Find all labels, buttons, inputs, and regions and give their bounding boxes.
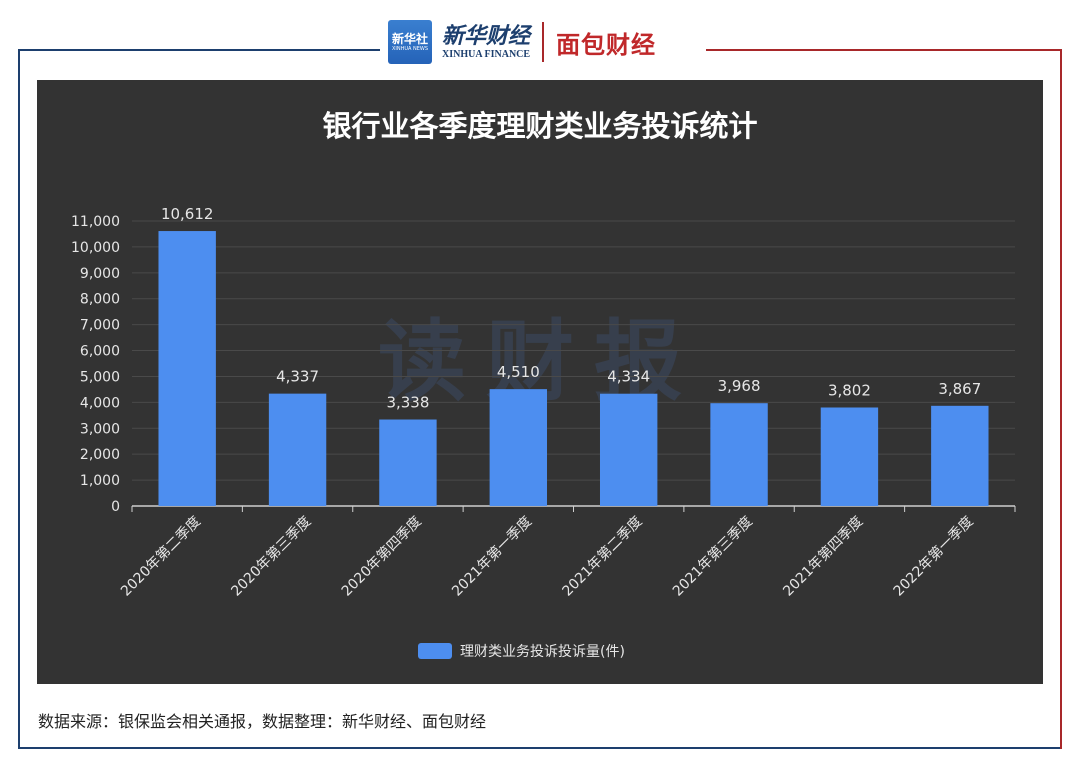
y-tick-label: 9,000 [80,266,120,282]
frame-bottom-border [18,747,1062,749]
data-label: 3,338 [386,394,429,412]
y-tick-label: 7,000 [80,318,120,334]
frame-top-right-border [706,49,1062,51]
bar[interactable] [268,393,327,506]
xinhua-badge-text: 新华社 [391,32,428,46]
data-label: 4,510 [497,363,540,381]
y-tick-label: 8,000 [80,292,120,308]
legend[interactable]: 理财类业务投诉投诉量(件) [418,643,625,660]
xinhua-finance-en: XINHUA FINANCE [442,49,531,60]
y-tick-label: 4,000 [80,395,120,411]
axes [131,505,1016,512]
y-tick-label: 10,000 [71,240,120,256]
x-tick-label: 2020年第三季度 [228,513,315,600]
data-label: 4,334 [607,368,650,386]
bar[interactable] [489,389,548,506]
frame-top-left-border [18,49,380,51]
x-tick-label: 2021年第四季度 [780,513,867,600]
chart-panel: 读财报 银行业各季度理财类业务投诉统计 0 1,000 2,000 3,000 4,00… [37,80,1043,684]
bars [158,231,989,506]
frame-right-border [1060,49,1062,749]
logo-divider [542,22,545,62]
y-tick-label: 11,000 [71,214,120,230]
x-tick-label: 2021年第二季度 [559,513,646,600]
x-tick-label: 2021年第三季度 [669,513,756,600]
grid-lines [132,220,1015,481]
y-tick-label: 5,000 [80,369,120,385]
data-label: 4,337 [276,368,319,386]
chart-title: 银行业各季度理财类业务投诉统计 [322,109,757,143]
bar[interactable] [599,393,658,506]
x-tick-label: 2020年第四季度 [338,513,425,600]
data-label: 3,802 [828,381,871,399]
bar[interactable] [379,419,437,506]
source-note: 数据来源：银保监会相关通报，数据整理：新华财经、面包财经 [38,712,487,731]
bar[interactable] [158,231,216,506]
bar[interactable] [820,407,879,506]
y-tick-label: 1,000 [80,473,120,489]
x-tick-label: 2022年第一季度 [890,513,977,600]
data-label: 10,612 [161,205,214,223]
header-logos: 新华社 XINHUA NEWS 新华财经 XINHUA FINANCE 面包财经 [388,14,698,70]
bar[interactable] [710,403,768,506]
legend-swatch[interactable] [418,643,452,659]
y-tick-label: 3,000 [80,421,120,437]
xinhua-finance-logo: 新华财经 XINHUA FINANCE [442,23,530,61]
y-tick-label: 6,000 [80,344,120,360]
y-tick-label: 0 [111,499,120,515]
xinhua-badge-sub: XINHUA NEWS [391,46,429,52]
frame-left-border [18,49,20,749]
mianbao-finance-logo: 面包财经 [556,30,657,59]
data-label: 3,867 [938,380,981,398]
data-label: 3,968 [718,377,761,395]
xinhua-news-logo: 新华社 XINHUA NEWS [388,20,432,64]
bar-chart: 读财报 银行业各季度理财类业务投诉统计 01,0002,0003,0004,00… [71,109,1016,660]
y-tick-label: 2,000 [80,447,120,463]
legend-label[interactable]: 理财类业务投诉投诉量(件) [460,644,625,660]
x-tick-label: 2020年第二季度 [117,513,204,600]
x-tick-label: 2021年第一季度 [448,513,535,600]
bar[interactable] [931,405,989,506]
xinhua-finance-cn: 新华财经 [442,23,531,49]
